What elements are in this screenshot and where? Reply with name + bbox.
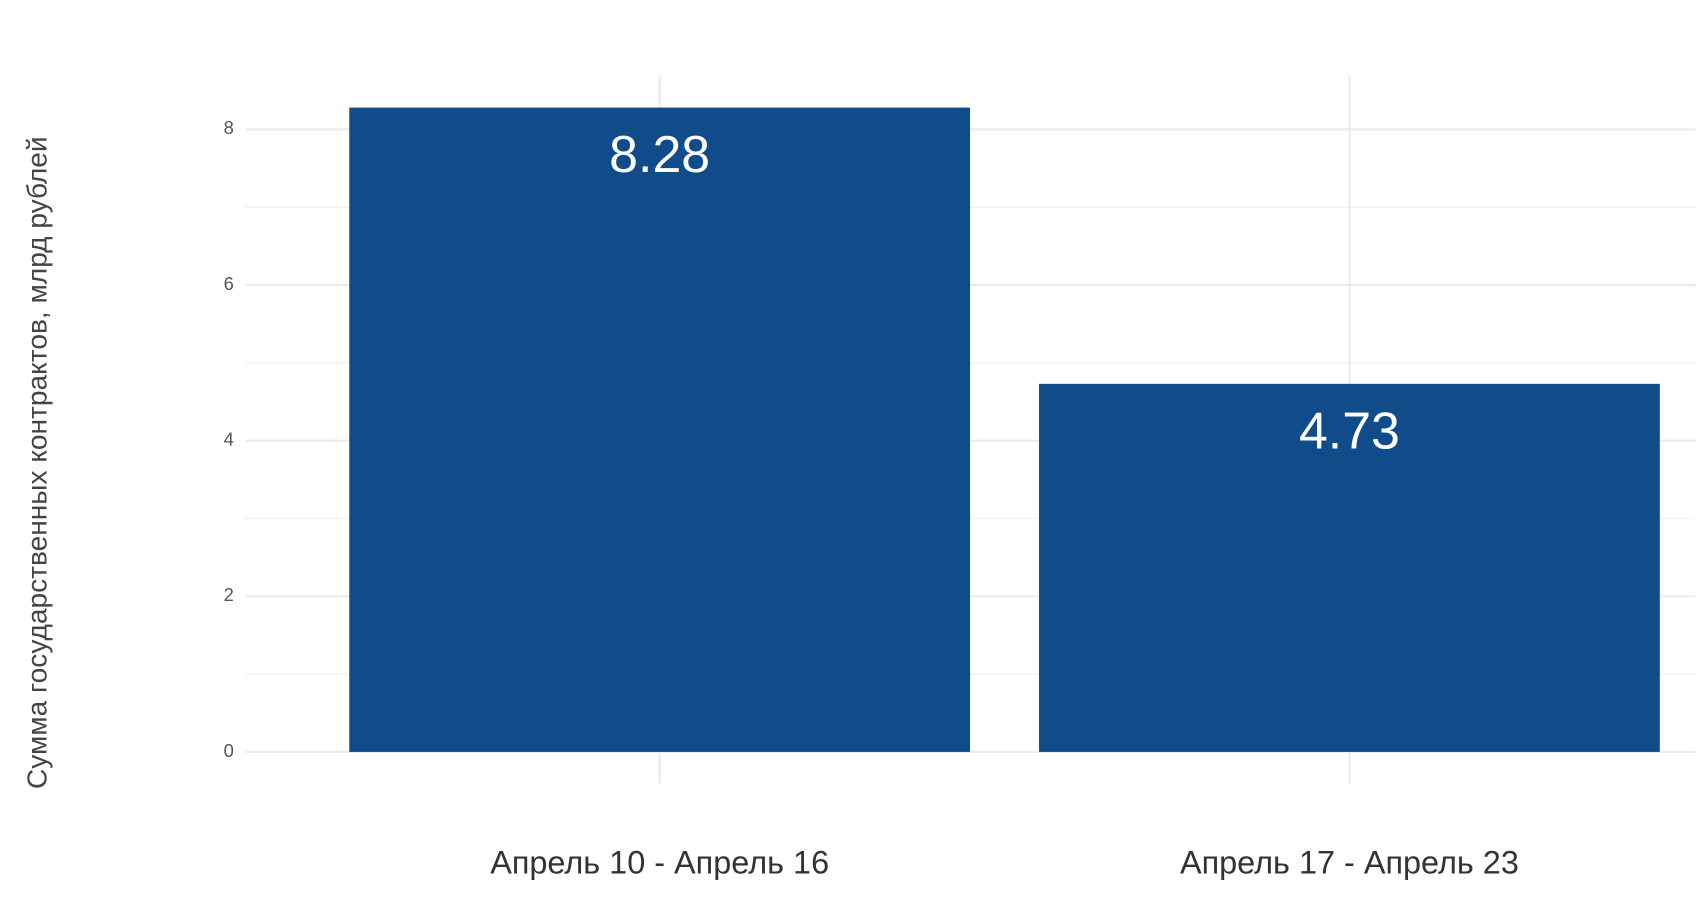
- value-label: 4.73: [1299, 401, 1400, 459]
- x-tick-label: Апрель 10 - Апрель 16: [490, 844, 829, 880]
- x-tick-label: Апрель 17 - Апрель 23: [1180, 844, 1519, 880]
- value-label: 8.28: [609, 125, 710, 183]
- y-tick-label: 0: [224, 740, 234, 761]
- y-tick-label: 8: [224, 117, 234, 138]
- bar: [349, 107, 971, 752]
- y-tick-label: 4: [224, 429, 234, 450]
- y-tick-label: 6: [224, 273, 234, 294]
- bar: [1039, 383, 1660, 752]
- y-tick-label: 2: [224, 584, 234, 605]
- y-axis-label: Сумма государственных контрактов, млрд р…: [22, 136, 53, 789]
